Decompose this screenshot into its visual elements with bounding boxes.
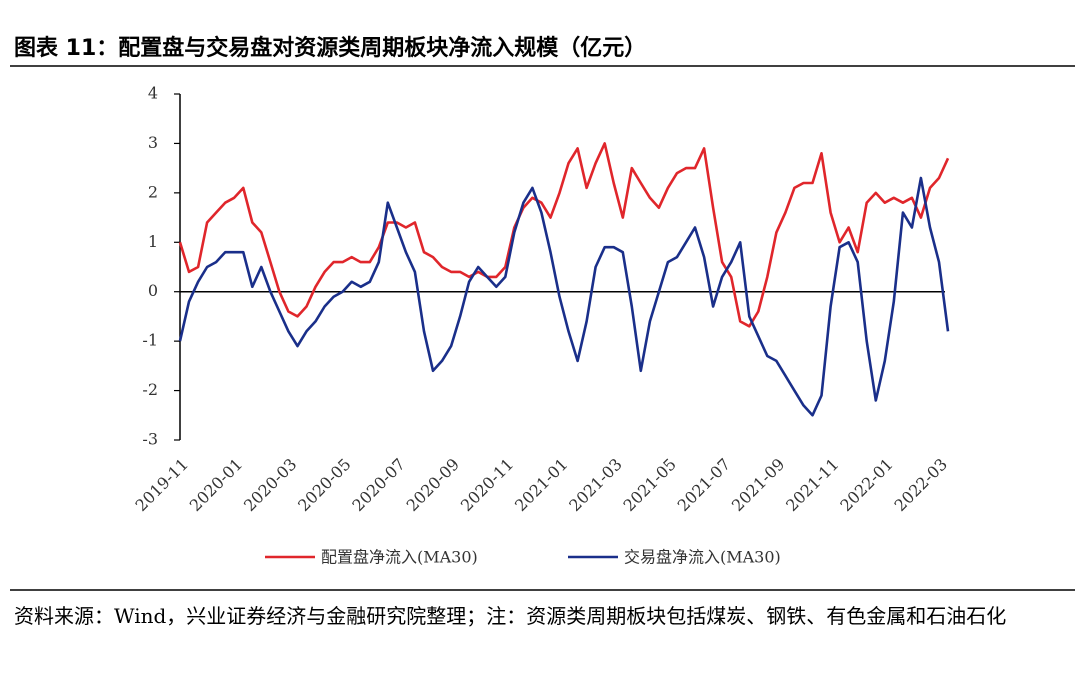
y-tick-label: 3 [148,133,158,152]
x-tick-label: 2020-09 [403,455,463,515]
x-tick-label: 2021-03 [565,455,625,515]
y-tick-label: 4 [148,84,158,103]
x-tick-label: 2020-03 [240,455,300,515]
x-tick-label: 2021-09 [728,455,788,515]
x-tick-label: 2019-11 [132,455,192,515]
y-tick-label: 0 [148,281,158,300]
legend-label: 交易盘净流入(MA30) [624,548,781,567]
y-tick-label: -1 [142,331,158,350]
x-tick-label: 2021-05 [619,455,679,515]
x-tick-label: 2020-05 [294,455,354,515]
y-tick-label: 1 [148,232,158,251]
x-tick-label: 2022-01 [836,455,896,515]
x-tick-label: 2020-07 [348,455,408,515]
x-tick-label: 2020-01 [186,455,246,515]
x-tick-label: 2020-11 [457,455,517,515]
y-tick-label: -2 [142,380,158,399]
x-tick-label: 2021-11 [782,455,842,515]
x-tick-label: 2021-07 [674,455,734,515]
y-tick-label: 2 [148,182,158,201]
legend-label: 配置盘净流入(MA30) [321,548,478,567]
chart-title: 图表 11：配置盘与交易盘对资源类周期板块净流入规模（亿元） [14,36,647,61]
source-note: 资料来源：Wind，兴业证券经济与金融研究院整理；注：资源类周期板块包括煤炭、钢… [14,604,1007,628]
y-tick-label: -3 [142,430,158,449]
series-line [178,142,950,328]
series-line [178,176,950,417]
x-tick-label: 2022-03 [891,455,951,515]
x-tick-label: 2021-01 [511,455,571,515]
